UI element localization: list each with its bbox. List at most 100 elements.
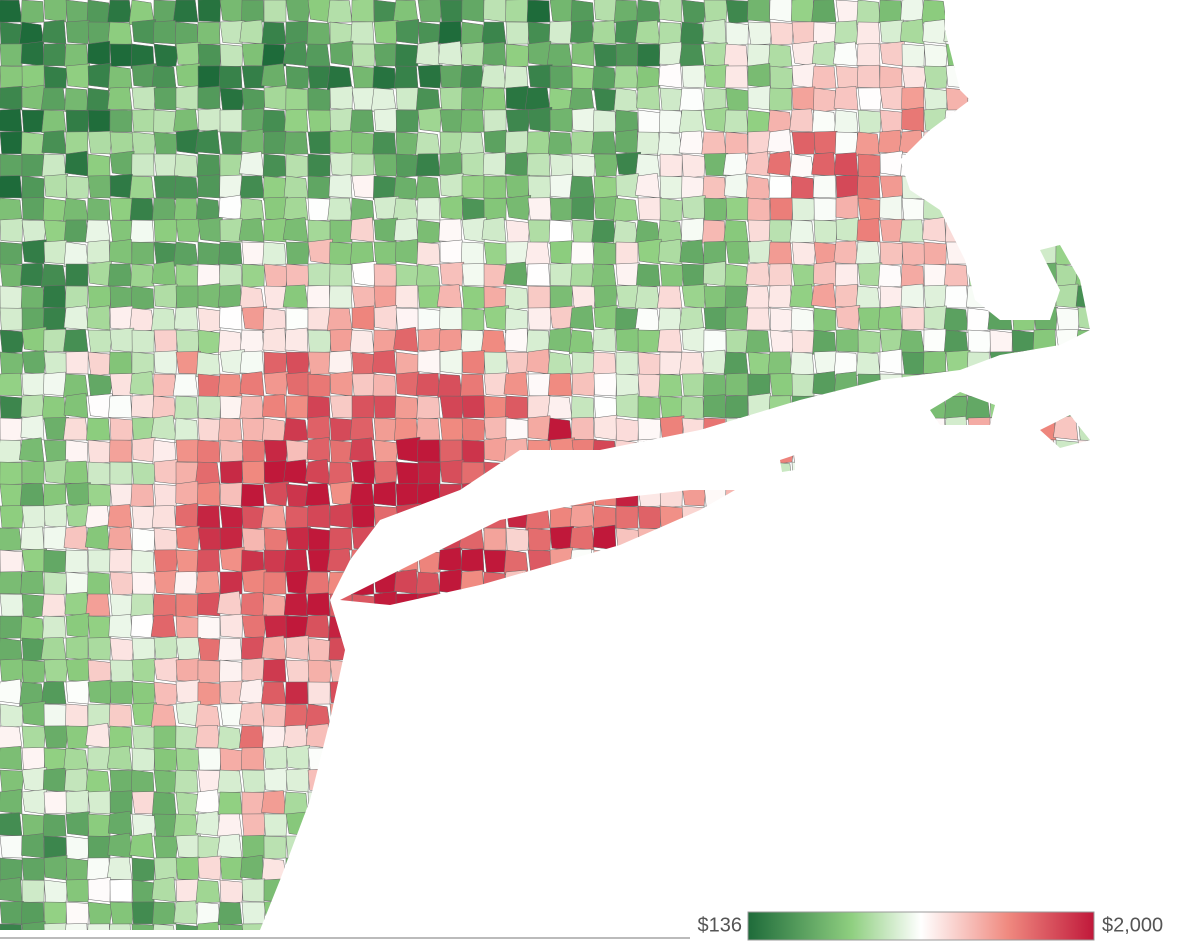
zip-area [437,725,463,750]
zip-area [724,285,749,309]
zip-area [725,613,751,639]
zip-area [131,923,155,930]
zip-area [480,64,507,89]
zip-area [526,483,551,507]
zip-area [701,635,727,661]
zip-area [20,615,45,642]
zip-area [175,747,200,773]
zip-area [197,329,222,356]
zip-area [329,879,353,905]
zip-area [460,790,485,815]
zip-area [503,725,529,752]
zip-area [965,723,991,749]
zip-area [944,285,969,309]
zip-area [1055,175,1079,199]
zip-area [174,769,199,794]
zip-area [636,85,661,111]
zip-area [417,219,441,245]
zip-area [329,701,354,727]
zip-area [261,790,287,815]
zip-area [1076,835,1090,859]
zip-areas [0,0,1090,930]
zip-area [1053,747,1079,772]
zip-area [614,854,639,881]
zip-area [439,395,466,419]
zip-area [900,18,925,45]
zip-area [0,678,23,705]
zip-area [549,240,574,265]
zip-area [328,527,353,551]
zip-area [615,505,639,530]
zip-area [108,394,133,419]
zip-area [131,153,155,177]
zip-area [328,637,353,661]
zip-area [592,65,617,91]
zip-area [769,833,794,859]
zip-area [526,901,551,925]
zip-area [283,791,309,816]
zip-area [0,658,24,683]
zip-area [967,87,991,112]
zip-area [857,109,882,135]
zip-area [527,439,551,464]
zip-area [41,681,67,705]
zip-area [283,459,309,485]
zip-area [593,482,618,507]
zip-area [945,153,971,178]
zip-area [747,63,771,89]
zip-area [746,834,771,859]
zip-area [328,615,353,642]
zip-area [439,593,464,619]
zip-area [109,43,134,67]
zip-area [262,658,287,683]
zip-area [591,263,617,288]
zip-area [571,351,596,376]
zip-area [855,131,881,157]
zip-area [173,197,199,221]
zip-area [922,395,947,421]
zip-area [1076,0,1090,23]
zip-area [701,725,727,749]
zip-area [241,901,266,925]
zip-area [703,854,728,881]
zip-area [593,461,617,487]
zip-area [505,85,529,111]
zip-area [899,745,925,771]
zip-area [857,548,883,573]
zip-area [1055,283,1079,309]
zip-area [833,549,859,576]
zip-area [724,263,749,289]
zip-area [747,790,771,815]
zip-area [109,173,133,199]
zip-area [745,285,771,310]
zip-area [219,923,244,930]
zip-area [0,131,24,155]
zip-area [769,725,795,749]
zip-area [109,439,133,463]
zip-area [217,791,243,815]
zip-area [241,439,266,464]
zip-area [549,877,576,903]
zip-area [415,153,441,177]
zip-area [306,21,331,46]
zip-area [945,197,971,222]
zip-area [769,681,793,705]
zip-area [679,87,705,112]
zip-area [571,813,596,837]
zip-area [0,923,23,930]
zip-area [65,612,90,639]
zip-area [987,175,1013,200]
zip-area [1077,659,1090,685]
zip-area [1074,571,1090,595]
zip-area [615,173,639,199]
zip-area [768,769,793,793]
zip-area [373,681,397,708]
zip-area [943,725,969,752]
zip-area [0,197,23,223]
zip-area [1055,857,1079,883]
zip-area [923,351,947,375]
zip-area [702,394,727,419]
zip-area [813,592,838,617]
zip-area [879,549,903,575]
zip-area [0,615,23,639]
